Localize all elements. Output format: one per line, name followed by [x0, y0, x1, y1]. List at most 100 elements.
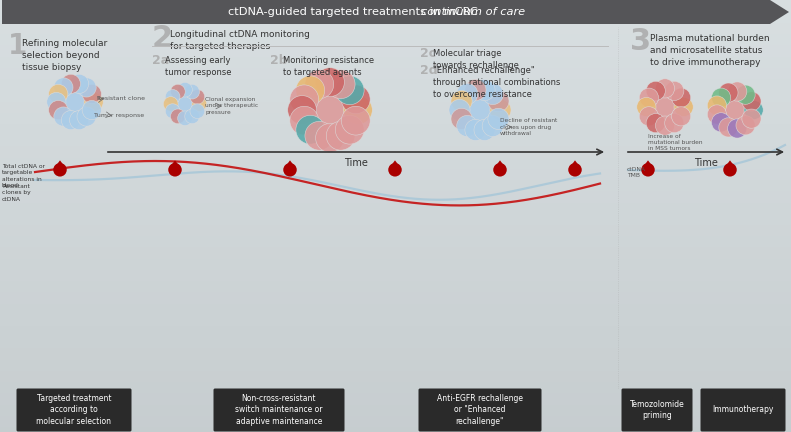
- Circle shape: [47, 92, 66, 111]
- Circle shape: [296, 115, 324, 144]
- Circle shape: [742, 92, 761, 111]
- Circle shape: [488, 91, 509, 112]
- Circle shape: [639, 107, 658, 126]
- Circle shape: [449, 99, 470, 121]
- Text: Increase of
mutational burden
in MSS tumors: Increase of mutational burden in MSS tum…: [648, 134, 702, 151]
- Circle shape: [465, 79, 486, 101]
- Circle shape: [664, 114, 684, 133]
- Circle shape: [290, 106, 319, 135]
- Circle shape: [178, 97, 192, 111]
- Circle shape: [305, 70, 334, 98]
- Circle shape: [77, 107, 97, 126]
- Circle shape: [744, 100, 763, 120]
- FancyBboxPatch shape: [17, 388, 131, 432]
- Circle shape: [494, 163, 507, 177]
- Circle shape: [456, 83, 478, 105]
- Text: Resistant clone: Resistant clone: [97, 95, 145, 101]
- Circle shape: [646, 81, 665, 101]
- Circle shape: [165, 104, 180, 118]
- Text: Anti-EGFR rechallenge
or "Enhanced
rechallenge": Anti-EGFR rechallenge or "Enhanced recha…: [437, 394, 523, 426]
- Text: Resistant
clones by
ctDNA: Resistant clones by ctDNA: [2, 184, 31, 202]
- Circle shape: [568, 163, 581, 177]
- Circle shape: [488, 108, 509, 130]
- Polygon shape: [2, 0, 789, 24]
- Circle shape: [342, 85, 370, 114]
- Text: Monitoring resistance
to targeted agents: Monitoring resistance to targeted agents: [283, 56, 374, 77]
- Circle shape: [474, 79, 495, 101]
- Circle shape: [451, 91, 472, 112]
- Circle shape: [656, 79, 675, 98]
- Circle shape: [178, 111, 192, 126]
- Polygon shape: [392, 160, 399, 165]
- Circle shape: [672, 88, 691, 107]
- Text: Clonal expansion
under therapeutic
pressure: Clonal expansion under therapeutic press…: [205, 97, 258, 115]
- Circle shape: [190, 89, 205, 104]
- Text: Total ctDNA or
targetable
alterations in
blood: Total ctDNA or targetable alterations in…: [2, 164, 45, 188]
- Circle shape: [61, 74, 81, 93]
- Circle shape: [728, 119, 747, 138]
- Circle shape: [656, 97, 675, 117]
- Circle shape: [66, 92, 85, 111]
- Polygon shape: [286, 160, 293, 165]
- Circle shape: [168, 163, 182, 177]
- Circle shape: [283, 163, 297, 177]
- Polygon shape: [572, 160, 578, 165]
- Circle shape: [642, 163, 655, 177]
- FancyBboxPatch shape: [701, 388, 785, 432]
- Text: Assessing early
tumor response: Assessing early tumor response: [165, 56, 232, 77]
- Text: 3: 3: [630, 27, 651, 56]
- Text: 2b: 2b: [270, 54, 288, 67]
- Circle shape: [388, 163, 402, 177]
- Circle shape: [342, 106, 370, 135]
- Circle shape: [656, 116, 675, 135]
- Text: ctDNA-guided targeted treatments in mCRC: ctDNA-guided targeted treatments in mCRC: [229, 7, 482, 17]
- Circle shape: [725, 100, 744, 120]
- Circle shape: [711, 113, 731, 132]
- Circle shape: [736, 85, 755, 104]
- Circle shape: [456, 115, 478, 137]
- Text: Immunotherapy: Immunotherapy: [713, 406, 774, 414]
- Circle shape: [474, 119, 495, 140]
- Text: Time: Time: [344, 158, 368, 168]
- Circle shape: [48, 84, 68, 104]
- Circle shape: [54, 78, 73, 97]
- Text: "Enhanced rechallenge"
through rational combinations
to overcome resistance: "Enhanced rechallenge" through rational …: [433, 66, 560, 98]
- Text: 1: 1: [8, 32, 27, 60]
- Circle shape: [82, 84, 101, 104]
- Circle shape: [165, 89, 180, 104]
- Circle shape: [451, 108, 472, 130]
- Polygon shape: [645, 160, 652, 165]
- Circle shape: [674, 97, 693, 117]
- Circle shape: [736, 116, 755, 135]
- Circle shape: [316, 124, 344, 152]
- Circle shape: [53, 163, 66, 177]
- Circle shape: [707, 105, 727, 124]
- Circle shape: [70, 74, 89, 93]
- Text: 2d: 2d: [420, 64, 437, 77]
- Circle shape: [711, 88, 731, 107]
- Text: Plasma mutational burden
and microsatellite status
to drive immunotherapy: Plasma mutational burden and microsatell…: [650, 34, 770, 67]
- Circle shape: [728, 82, 747, 101]
- Circle shape: [646, 114, 665, 133]
- FancyBboxPatch shape: [214, 388, 345, 432]
- Circle shape: [288, 95, 316, 124]
- Circle shape: [61, 111, 81, 130]
- Circle shape: [296, 76, 324, 105]
- Circle shape: [490, 99, 511, 121]
- Text: Longitudinal ctDNA monitoring
for targeted therapies: Longitudinal ctDNA monitoring for target…: [170, 30, 310, 51]
- Circle shape: [164, 97, 178, 111]
- Circle shape: [316, 68, 344, 96]
- Circle shape: [719, 118, 738, 137]
- Circle shape: [84, 92, 103, 111]
- Circle shape: [190, 104, 205, 118]
- Text: 2a: 2a: [152, 54, 169, 67]
- Circle shape: [77, 78, 97, 97]
- Circle shape: [70, 111, 89, 130]
- Text: Decline of resistant
clones upon drug
withdrawal: Decline of resistant clones upon drug wi…: [500, 118, 557, 136]
- Circle shape: [343, 95, 373, 124]
- Circle shape: [664, 81, 684, 101]
- FancyBboxPatch shape: [622, 388, 692, 432]
- Circle shape: [639, 88, 658, 107]
- Circle shape: [290, 85, 319, 114]
- Text: ctDNA
TMB: ctDNA TMB: [627, 167, 646, 178]
